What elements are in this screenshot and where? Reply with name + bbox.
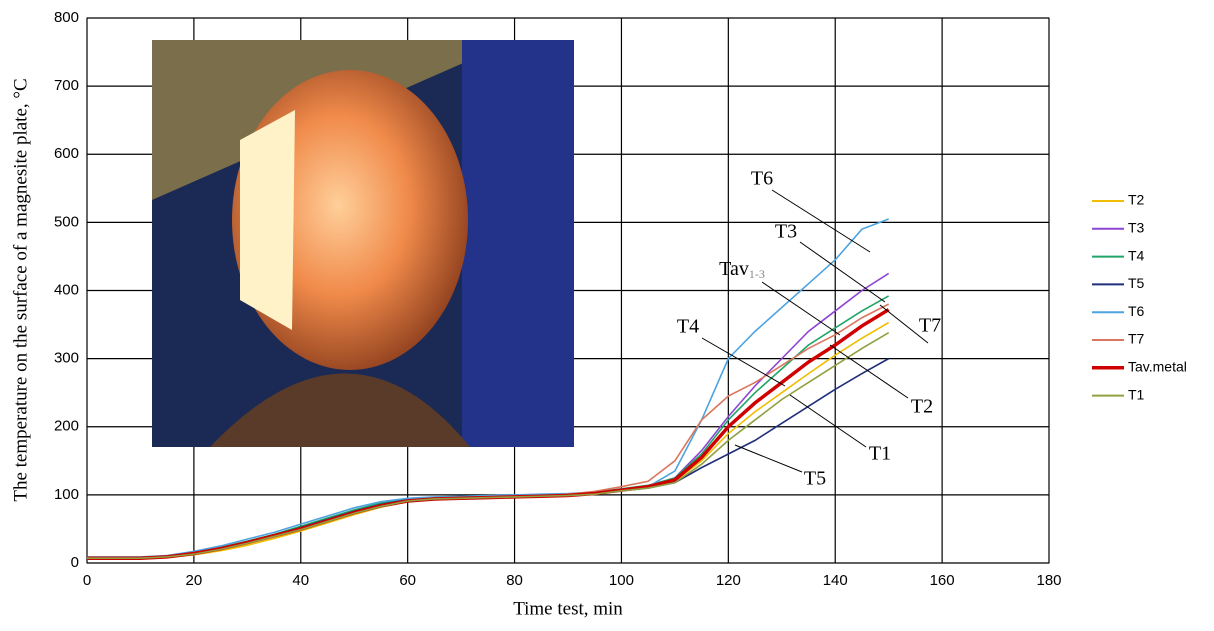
legend-label: T1 (1128, 386, 1145, 402)
legend-label: T5 (1128, 275, 1145, 291)
chart: Time test, min The temperature on the su… (0, 0, 1214, 626)
legend-label: T2 (1128, 192, 1145, 208)
legend-label: Tav.metal (1128, 359, 1187, 375)
annotation-text: Tav (719, 258, 749, 280)
x-tick-label: 60 (399, 572, 416, 589)
y-tick-label: 100 (54, 486, 79, 503)
legend-label: T6 (1128, 303, 1145, 319)
annotation-label: T5 (804, 468, 826, 490)
y-tick-label: 400 (54, 281, 79, 298)
legend-label: T3 (1128, 220, 1145, 236)
annotation-label: T4 (677, 316, 699, 338)
annotation-subscript: 1-3 (749, 267, 765, 281)
y-tick-label: 600 (54, 145, 79, 162)
x-tick-label: 80 (506, 572, 523, 589)
annotation-leader (830, 345, 908, 398)
annotation-label: T7 (919, 315, 941, 337)
y-tick-label: 500 (54, 213, 79, 230)
legend-label: T4 (1128, 247, 1145, 263)
x-tick-label: 100 (609, 572, 634, 589)
annotation-leader (735, 445, 802, 472)
x-tick-label: 40 (292, 572, 309, 589)
annotation-label: T6 (751, 168, 773, 190)
y-tick-label: 200 (54, 418, 79, 435)
x-tick-label: 160 (930, 572, 955, 589)
annotation-label: T1 (869, 443, 891, 465)
x-axis-title: Time test, min (513, 598, 623, 619)
y-tick-label: 300 (54, 350, 79, 367)
x-tick-label: 0 (83, 572, 91, 589)
y-tick-label: 700 (54, 77, 79, 94)
y-tick-label: 0 (71, 554, 79, 571)
x-tick-label: 180 (1036, 572, 1061, 589)
x-tick-label: 120 (716, 572, 741, 589)
y-axis-title: The temperature on the surface of a magn… (10, 78, 31, 501)
annotation-label: T3 (775, 221, 797, 243)
annotation-leader (702, 338, 785, 386)
annotation-label: Tav1-3 (719, 258, 765, 281)
annotation-label: T2 (911, 396, 933, 418)
x-tick-label: 140 (823, 572, 848, 589)
annotation-leader (790, 395, 866, 447)
photo (152, 40, 574, 447)
legend-label: T7 (1128, 331, 1145, 347)
x-tick-label: 20 (186, 572, 203, 589)
y-tick-label: 800 (54, 9, 79, 26)
